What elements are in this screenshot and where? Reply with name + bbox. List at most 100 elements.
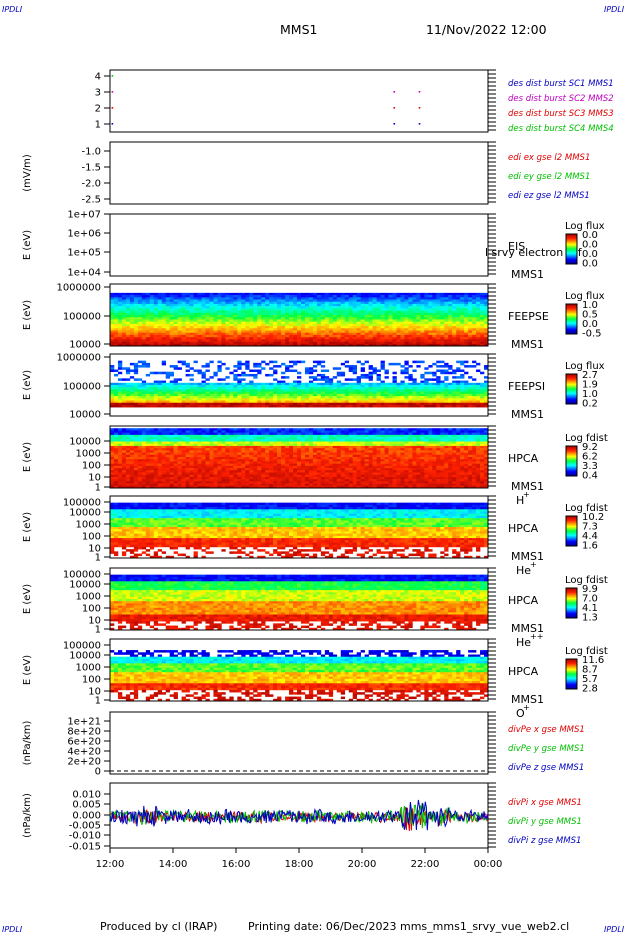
spectrogram-cell	[113, 402, 119, 406]
spectrogram-cell	[205, 437, 210, 440]
spectrogram-cell	[261, 463, 266, 467]
spectrogram-cell	[110, 448, 115, 451]
spectrogram-cell	[408, 365, 413, 368]
spectrogram-cell	[304, 385, 310, 388]
spectrogram-cell	[452, 404, 457, 408]
spectrogram-cell	[297, 389, 302, 392]
spectrogram-cell	[205, 459, 210, 462]
spectrogram-cell	[197, 463, 202, 467]
spectrogram-cell	[285, 393, 290, 397]
spectrogram-cell	[205, 332, 210, 336]
spectrogram-cell	[245, 437, 250, 440]
spectrogram-cell	[153, 301, 159, 305]
spectrogram-cell	[424, 378, 429, 381]
spectrogram-cell	[133, 454, 139, 458]
spectrogram-cell	[281, 393, 286, 397]
spectrogram-cell	[241, 450, 246, 453]
spectrogram-cell	[452, 382, 457, 386]
spectrogram-cell	[110, 479, 115, 482]
spectrogram-cell	[237, 452, 242, 456]
spectrogram-cell	[297, 380, 302, 384]
spectrogram-cell	[364, 337, 369, 340]
spectrogram-cell	[189, 303, 194, 307]
spectrogram-cell	[277, 295, 282, 298]
spectrogram-cell	[356, 332, 361, 336]
spectrogram-cell	[225, 376, 230, 379]
spectrogram-cell	[265, 468, 270, 471]
spectrogram-cell	[161, 301, 167, 305]
spectrogram-cell	[289, 404, 294, 408]
spectrogram-cell	[237, 445, 242, 449]
spectrogram-cell	[197, 404, 202, 408]
spectrogram-cell	[289, 330, 294, 334]
spectrogram-cell	[277, 391, 282, 395]
spectrogram-cell	[169, 452, 174, 456]
spectrogram-cell	[289, 448, 294, 451]
spectrogram-cell	[352, 295, 357, 298]
spectrogram-cell	[137, 428, 143, 431]
spectrogram-cell	[221, 474, 226, 478]
spectrogram-cell	[165, 317, 170, 320]
spectrogram-cell	[217, 306, 222, 309]
spectrogram-cell	[304, 343, 310, 347]
spectrogram-cell	[193, 385, 198, 388]
colorbar-tick: 1.0	[582, 300, 598, 311]
spectrogram-cell	[480, 308, 485, 311]
spectrogram-cell	[348, 391, 354, 395]
spectrogram-cell	[468, 308, 473, 311]
spectrogram-cell	[448, 303, 453, 307]
spectrogram-cell	[476, 339, 481, 342]
spectrogram-cell	[249, 380, 254, 384]
spectrogram-cell	[117, 306, 123, 309]
spectrogram-cell	[217, 330, 222, 334]
spectrogram-cell	[472, 343, 477, 347]
spectrogram-cell	[384, 389, 389, 392]
spectrogram-cell	[269, 308, 274, 311]
spectrogram-cell	[448, 299, 453, 303]
spectrogram-cell	[245, 428, 250, 431]
spectrogram-cell	[308, 402, 314, 406]
spectrogram-cell	[221, 303, 226, 307]
spectrogram-cell	[121, 483, 127, 487]
spectrogram-cell	[269, 437, 274, 440]
spectrogram-cell	[157, 297, 163, 300]
spectrogram-cell	[117, 382, 123, 386]
spectrogram-cell	[277, 387, 282, 390]
spectrogram-cell	[217, 476, 222, 480]
spectrogram-cell	[245, 317, 250, 320]
spectrogram-cell	[257, 308, 262, 311]
spectrogram-cell	[340, 321, 346, 325]
spectrogram-cell	[273, 457, 278, 460]
spectrogram-cell	[113, 474, 119, 478]
spectrogram-cell	[241, 292, 246, 296]
spectrogram-cell	[472, 402, 477, 406]
spectrogram-cell	[300, 306, 306, 309]
spectrogram-cell	[420, 380, 425, 384]
legend-entry: des dist burst SC2 MMS2	[508, 94, 614, 104]
spectrogram-cell	[464, 371, 469, 375]
ytick-label: 1	[95, 120, 101, 131]
spectrogram-cell	[388, 306, 393, 309]
spectrogram-cell	[181, 387, 186, 390]
spectrogram-cell	[213, 391, 218, 395]
spectrogram-cell	[185, 396, 190, 399]
spectrogram-cell	[300, 319, 306, 322]
spectrogram-cell	[157, 321, 163, 325]
spectrogram-cell	[137, 396, 143, 399]
spectrogram-cell	[277, 341, 282, 345]
spectrogram-cell	[420, 292, 425, 296]
spectrogram-cell	[348, 396, 354, 399]
spectrogram-cell	[396, 385, 401, 388]
spectrogram-cell	[412, 295, 417, 298]
spectrogram-cell	[129, 308, 135, 311]
spectrogram-cell	[161, 339, 167, 342]
spectrogram-cell	[161, 306, 167, 309]
spectrogram-cell	[316, 326, 322, 329]
spectrogram-cell	[121, 434, 127, 438]
spectrogram-cell	[253, 452, 258, 456]
spectrogram-cell	[273, 443, 278, 447]
spectrogram-cell	[233, 428, 238, 431]
spectrogram-cell	[213, 432, 218, 436]
